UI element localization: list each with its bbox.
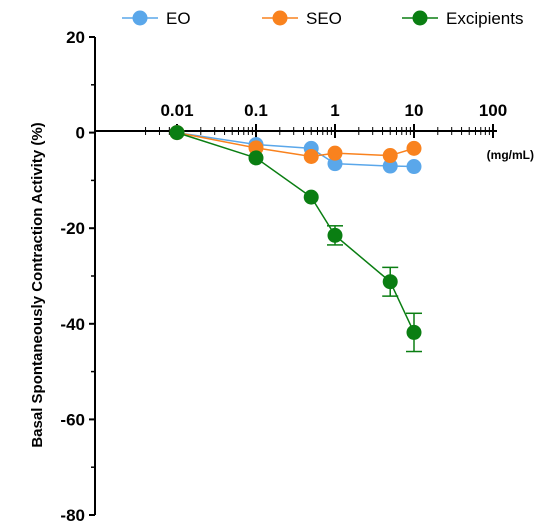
data-point	[382, 158, 398, 174]
x-tick-label: 10	[405, 101, 424, 120]
data-point	[303, 189, 319, 205]
data-point	[406, 140, 422, 156]
axes: 20 0 -20 -40 -60 -80 0.01 0.1 1 10 100	[60, 28, 507, 525]
x-unit-label: (mg/mL)	[487, 148, 534, 162]
legend-marker	[412, 10, 428, 26]
y-tick-label: -60	[60, 410, 85, 429]
y-axis-title: Basal Spontaneously Contraction Activity…	[29, 122, 46, 447]
y-tick-label: -40	[60, 315, 85, 334]
data-point	[327, 156, 343, 172]
x-tick-label: 1	[330, 101, 339, 120]
x-tick-label: 0.1	[244, 101, 268, 120]
series-line	[176, 131, 415, 333]
series-line	[176, 131, 415, 168]
legend-item-excipients: Excipients	[402, 9, 523, 28]
legend-item-eo: EO	[122, 9, 191, 28]
data-point	[248, 150, 264, 166]
series-eo	[169, 125, 422, 175]
data-point	[327, 227, 343, 243]
legend-marker	[132, 10, 148, 26]
legend-item-seo: SEO	[262, 9, 342, 28]
y-tick-label: 20	[66, 28, 85, 47]
data-point	[327, 145, 343, 161]
x-tick-label: 100	[479, 101, 507, 120]
x-tick-label: 0.01	[160, 101, 193, 120]
data-point	[406, 159, 422, 175]
y-tick-label: -80	[60, 506, 85, 525]
series-excipients	[169, 125, 422, 353]
legend-marker	[272, 10, 288, 26]
legend-label: SEO	[306, 9, 342, 28]
legend-label: Excipients	[446, 9, 523, 28]
data-point	[406, 324, 422, 340]
legend-label: EO	[166, 9, 191, 28]
data-point	[382, 274, 398, 290]
legend: EO SEO Excipients	[122, 9, 523, 28]
y-tick-label: -20	[60, 219, 85, 238]
y-tick-label: 0	[76, 124, 85, 143]
data-point	[169, 125, 185, 141]
data-point	[382, 148, 398, 164]
series-layer	[169, 125, 422, 353]
data-point	[303, 149, 319, 164]
